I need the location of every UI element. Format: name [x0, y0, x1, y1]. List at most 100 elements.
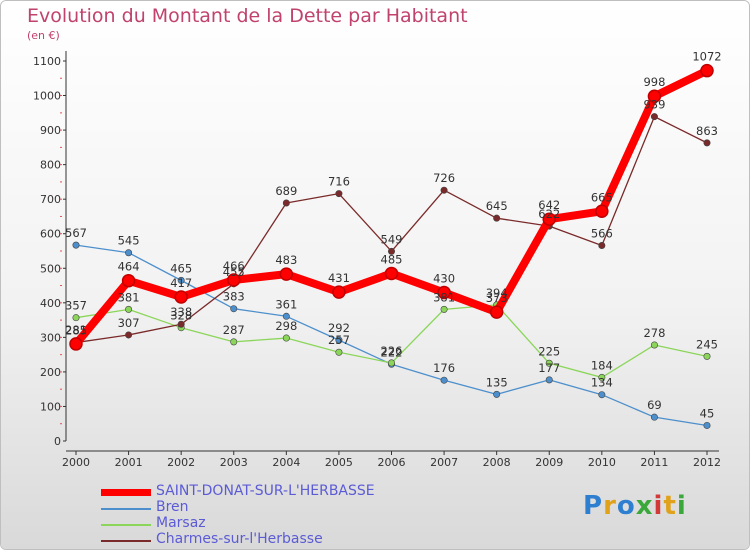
data-label-marsaz: 257: [328, 333, 350, 347]
data-point-saint-donat-sur-l-herbasse: [121, 273, 136, 288]
labels-layer: 567 545 465 383 361 292 222 176 135 177 134 69 45 357…: [65, 50, 722, 421]
legend-label-saint-donat: SAINT-DONAT-SUR-L'HERBASSE: [156, 483, 375, 499]
x-tick-label: 2003: [220, 456, 248, 469]
data-label-charmes-sur-l-herbasse: 689: [275, 184, 297, 198]
data-label-saint-donat-sur-l-herbasse: 665: [591, 190, 613, 204]
y-tick-label: 0: [54, 435, 61, 448]
data-label-marsaz: 225: [538, 344, 560, 358]
data-label-charmes-sur-l-herbasse: 338: [170, 305, 192, 319]
data-label-saint-donat-sur-l-herbasse: 485: [381, 252, 403, 266]
y-tick-label: 600: [40, 228, 61, 241]
chart-title: Evolution du Montant de la Dette par Hab…: [27, 5, 468, 27]
data-point-charmes-sur-l-herbasse: [703, 139, 711, 147]
data-label-marsaz: 278: [643, 326, 665, 340]
data-point-charmes-sur-l-herbasse: [598, 241, 606, 249]
data-label-charmes-sur-l-herbasse: 566: [591, 226, 613, 240]
proxiti-logo: Proxiti: [583, 491, 687, 521]
data-point-saint-donat-sur-l-herbasse: [69, 337, 83, 351]
data-point-saint-donat-sur-l-herbasse: [227, 273, 241, 287]
x-tick-label: 2010: [588, 456, 616, 469]
logo-letter: t: [663, 491, 677, 521]
x-tick-label: 2002: [167, 456, 195, 469]
data-point-saint-donat-sur-l-herbasse: [700, 63, 714, 78]
legend-swatch-marsaz: [101, 524, 151, 526]
series-line-saint-donat-sur-l-herbasse: [72, 66, 711, 348]
legend-item-saint-donat: SAINT-DONAT-SUR-L'HERBASSE: [101, 483, 421, 501]
data-label-marsaz: 287: [223, 323, 245, 337]
logo-letter: i: [653, 491, 664, 521]
data-point-charmes-sur-l-herbasse: [282, 199, 290, 207]
data-label-charmes-sur-l-herbasse: 622: [538, 207, 560, 221]
data-label-bren: 69: [647, 398, 662, 412]
data-point-saint-donat-sur-l-herbasse: [384, 266, 399, 281]
data-point-saint-donat-sur-l-herbasse: [279, 267, 294, 281]
data-point-charmes-sur-l-herbasse: [387, 247, 395, 255]
logo-letter: P: [583, 491, 604, 521]
data-point-charmes-sur-l-herbasse: [125, 331, 133, 339]
data-label-bren: 567: [65, 226, 87, 240]
data-point-bren: [335, 336, 343, 344]
data-label-charmes-sur-l-herbasse: 285: [65, 324, 87, 338]
x-tick-label: 2008: [483, 456, 511, 469]
data-point-bren: [282, 312, 290, 320]
data-point-bren: [440, 376, 448, 384]
data-label-saint-donat-sur-l-herbasse: 431: [328, 271, 350, 285]
data-label-bren: 292: [328, 321, 350, 335]
data-label-saint-donat-sur-l-herbasse: 373: [486, 291, 508, 305]
data-label-charmes-sur-l-herbasse: 939: [643, 98, 665, 112]
data-label-bren: 176: [433, 361, 455, 375]
data-point-marsaz: [650, 341, 658, 349]
data-label-bren: 545: [118, 234, 140, 248]
legend-label-marsaz: Marsaz: [156, 515, 206, 531]
data-point-marsaz: [125, 305, 133, 313]
legend-swatch-charmes: [101, 540, 151, 542]
data-point-marsaz: [282, 334, 290, 342]
data-label-marsaz: 245: [696, 337, 718, 351]
data-point-saint-donat-sur-l-herbasse: [542, 212, 556, 226]
data-label-saint-donat-sur-l-herbasse: 430: [433, 271, 455, 285]
data-label-bren: 465: [170, 261, 192, 275]
data-point-marsaz: [387, 359, 395, 367]
x-tick-label: 2004: [272, 456, 300, 469]
data-label-marsaz: 298: [275, 319, 297, 333]
y-tick-label: 400: [40, 297, 61, 310]
data-label-marsaz: 357: [65, 299, 87, 313]
data-point-saint-donat-sur-l-herbasse: [595, 204, 609, 219]
data-label-saint-donat-sur-l-herbasse: 466: [223, 259, 245, 273]
data-label-charmes-sur-l-herbasse: 726: [433, 171, 455, 185]
data-point-charmes-sur-l-herbasse: [177, 320, 185, 328]
data-point-bren: [703, 421, 711, 429]
data-label-saint-donat-sur-l-herbasse: 464: [118, 260, 140, 274]
data-point-bren: [545, 376, 553, 384]
legend-item-marsaz: Marsaz: [101, 515, 421, 533]
data-label-marsaz: 381: [433, 290, 455, 304]
legend-swatch-bren: [101, 508, 151, 510]
data-label-saint-donat-sur-l-herbasse: 998: [643, 75, 665, 89]
data-label-charmes-sur-l-herbasse: 549: [381, 232, 403, 246]
axes: 0 100 200 300 400 500 600 700 800 900 1000 1100 2000…: [33, 51, 721, 469]
data-point-bren: [177, 276, 185, 284]
chart-subtitle: (en €): [27, 29, 60, 42]
data-label-saint-donat-sur-l-herbasse: 417: [170, 276, 192, 290]
data-point-bren: [125, 249, 133, 257]
data-point-bren: [493, 390, 501, 398]
logo-letter: o: [616, 491, 636, 521]
data-point-marsaz: [440, 305, 448, 313]
data-point-saint-donat-sur-l-herbasse: [174, 290, 188, 304]
logo-letter: i: [676, 491, 687, 521]
data-label-bren: 45: [700, 406, 715, 420]
x-tick-label: 2001: [115, 456, 143, 469]
series-layer: [69, 63, 714, 429]
data-label-saint-donat-sur-l-herbasse: 642: [538, 198, 560, 212]
x-tick-label: 2012: [693, 456, 721, 469]
data-point-marsaz: [598, 373, 606, 381]
data-label-marsaz: 394: [486, 286, 508, 300]
data-label-marsaz: 226: [381, 344, 403, 358]
data-point-marsaz: [703, 352, 711, 360]
x-tick-label: 2005: [325, 456, 353, 469]
data-point-marsaz: [335, 348, 343, 356]
y-tick-label: 100: [40, 400, 61, 413]
data-point-bren: [230, 305, 238, 313]
data-label-charmes-sur-l-herbasse: 645: [486, 199, 508, 213]
